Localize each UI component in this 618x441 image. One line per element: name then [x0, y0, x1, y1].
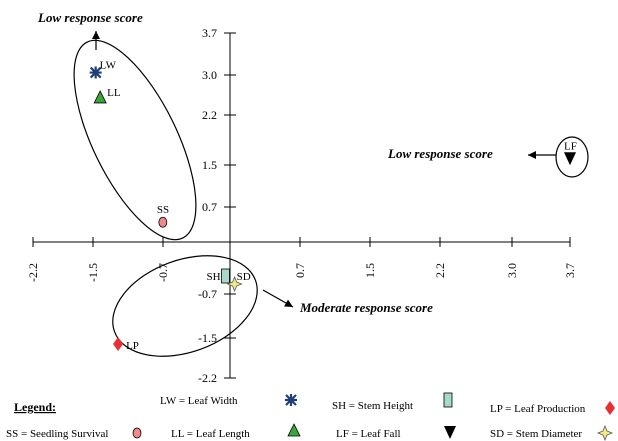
legend-title: Legend:: [14, 400, 56, 414]
point-label-lf: LF: [564, 140, 577, 152]
legend-marker-diamond: [605, 401, 615, 415]
legend-entry-text: LP = Leaf Production: [490, 403, 586, 415]
annotation-low-response-right: Low response score: [387, 146, 493, 161]
annotations: Low response score Low response score Mo…: [37, 10, 493, 315]
marker-circle: [158, 216, 168, 228]
point-label-sd: SD: [237, 271, 251, 283]
x-tick-label: 0.7: [293, 263, 307, 278]
legend-marker-cross: [285, 394, 297, 406]
y-tick-label: 1.5: [202, 158, 217, 172]
x-tick-label: -0.7: [156, 263, 170, 282]
ellipse-low-response-group: [73, 39, 197, 241]
legend-marker-circle: [132, 427, 142, 439]
marker-triangle-up: [93, 90, 107, 104]
x-tick-label: 1.5: [363, 263, 377, 278]
marker-rectangle: [221, 268, 230, 284]
point-lp-marker: [113, 337, 124, 351]
marker-triangle-up: [287, 423, 301, 437]
legend-entry-text: SD = Stem Diameter: [490, 428, 582, 440]
arrow-left-low-response-head: [528, 151, 536, 159]
legend-entry-text: LL = Leaf Length: [171, 428, 250, 440]
group-ellipses: [73, 39, 589, 357]
marker-rectangle: [443, 392, 453, 408]
arrow-up-low-response-head: [92, 31, 100, 39]
annotation-low-response-top: Low response score: [37, 10, 143, 25]
point-ll-marker: [93, 90, 107, 104]
ellipse-moderate-response-group: [112, 255, 258, 357]
y-tick-label: -2.2: [198, 371, 217, 385]
arrow-moderate-response-head: [284, 299, 293, 307]
marker-circle: [132, 427, 142, 439]
x-tick-label: 2.2: [433, 263, 447, 278]
marker-diamond: [113, 337, 124, 351]
annotation-arrows: [92, 31, 556, 308]
marker-cross: [285, 394, 297, 406]
marker-diamond: [605, 401, 615, 415]
marker-star: [226, 275, 243, 293]
x-tick-label: 3.0: [505, 263, 519, 278]
legend-marker-triangle-up: [287, 423, 301, 437]
legend-entry-text: LF = Leaf Fall: [336, 428, 401, 440]
marker-star: [596, 424, 614, 441]
ellipse-lf-group: [555, 136, 589, 178]
x-tick-label: -1.5: [86, 263, 100, 282]
point-ss-marker: [158, 216, 168, 228]
legend-marker-triangle-down: [444, 426, 456, 439]
y-tick-label: 2.2: [202, 108, 217, 122]
point-lf-marker: [564, 152, 576, 166]
marker-triangle-down: [564, 152, 576, 166]
marker-triangle-down: [444, 426, 456, 439]
y-tick-label: 3.0: [202, 68, 217, 82]
y-tick-label: -0.7: [198, 287, 217, 301]
legend-entry-text: SS = Seedling Survival: [6, 428, 108, 440]
legend-marker-rectangle: [443, 392, 453, 408]
point-label-ll: LL: [107, 87, 121, 99]
data-points: LW LL SS SH SD LP LF: [89, 60, 577, 352]
y-tick-label: -1.5: [198, 331, 217, 345]
point-label-lp: LP: [126, 340, 139, 352]
marker-cross: [89, 66, 102, 79]
legend-entry-text: LW = Leaf Width: [160, 395, 238, 407]
axes: -2.2 -1.5 -0.7 0.7 1.5 2.2 3.0 3.7 3.7 3.0 2.2 1.5 0…: [26, 26, 577, 385]
point-label-sh: SH: [206, 271, 220, 283]
legend-entry-text: SH = Stem Height: [332, 400, 413, 412]
legend: Legend: LW = Leaf Width SH = Stem Height L…: [6, 392, 615, 441]
point-label-ss: SS: [157, 204, 169, 216]
x-tick-label: 3.7: [563, 263, 577, 278]
x-tick-label: -2.2: [26, 263, 40, 282]
y-tick-label: 3.7: [202, 26, 217, 40]
point-sh-marker: [221, 268, 230, 284]
y-tick-label: 0.7: [202, 200, 217, 214]
point-label-lw: LW: [100, 60, 117, 72]
point-lw-marker: [89, 66, 102, 79]
point-sd-marker: [226, 275, 243, 293]
legend-marker-star: [596, 424, 614, 441]
annotation-moderate-response: Moderate response score: [299, 300, 433, 315]
